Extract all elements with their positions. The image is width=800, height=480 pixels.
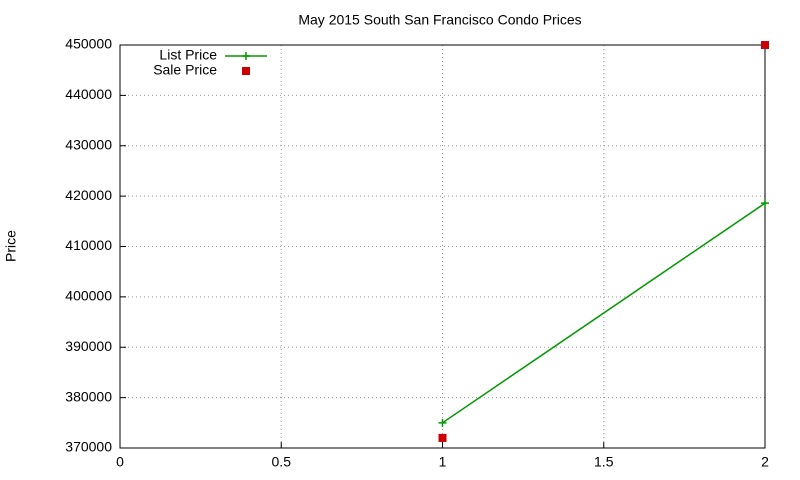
x-tick-label: 2: [761, 454, 769, 470]
y-axis-label: Price: [3, 230, 19, 262]
marker: [438, 433, 447, 442]
legend-marker: [242, 67, 250, 75]
y-tick-label: 450000: [65, 36, 112, 52]
x-tick-label: 1: [439, 454, 447, 470]
y-tick-label: 420000: [65, 187, 112, 203]
legend-label: Sale Price: [153, 62, 217, 78]
plot-frame: [119, 44, 766, 449]
x-tick-label: 0: [116, 454, 124, 470]
x-tick-label: 1.5: [594, 454, 614, 470]
y-tick-label: 410000: [65, 237, 112, 253]
y-tick-label: 390000: [65, 338, 112, 354]
legend-marker: [242, 52, 250, 60]
y-tick-label: 380000: [65, 388, 112, 404]
chart-title: May 2015 South San Francisco Condo Price…: [298, 12, 581, 28]
y-tick-label: 400000: [65, 288, 112, 304]
y-tick-label: 430000: [65, 136, 112, 152]
marker: [438, 418, 447, 427]
legend-label: List Price: [159, 47, 217, 63]
x-tick-label: 0.5: [272, 454, 292, 470]
y-tick-label: 440000: [65, 86, 112, 102]
y-tick-label: 370000: [65, 439, 112, 455]
series-line: [442, 202, 766, 424]
marker: [761, 199, 769, 208]
marker: [761, 41, 769, 49]
